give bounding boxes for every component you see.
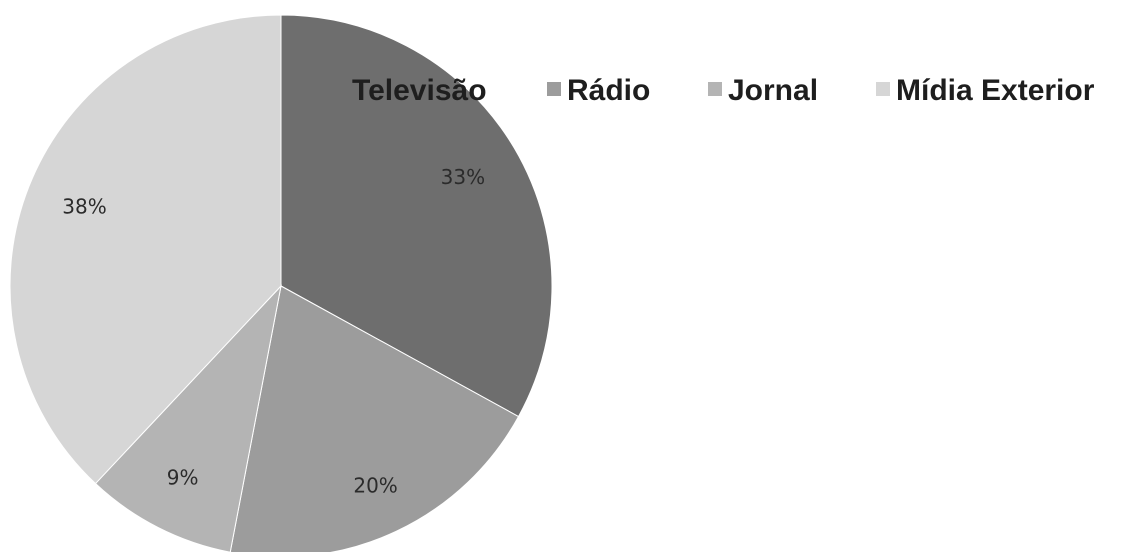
legend-label-2: Rádio bbox=[567, 74, 650, 107]
legend-entry-3: Jornal bbox=[708, 74, 818, 107]
pie-slice-1 bbox=[280, 14, 553, 418]
pie-slice-label-2: 20% bbox=[353, 474, 397, 498]
legend-marker-2 bbox=[547, 82, 561, 96]
legend-marker-3 bbox=[708, 82, 722, 96]
legend-entry-4: Mídia Exterior bbox=[876, 74, 1095, 107]
pie-slice-4 bbox=[9, 14, 282, 485]
pie-slice-2 bbox=[229, 285, 520, 552]
legend-marker-4 bbox=[876, 82, 890, 96]
legend-label-3: Jornal bbox=[728, 74, 818, 107]
legend-entry-2: Rádio bbox=[547, 74, 650, 107]
legend-label-1: Televisão bbox=[352, 74, 487, 107]
pie-slice-label-4: 38% bbox=[62, 195, 106, 219]
pie-slice-3 bbox=[94, 284, 282, 552]
pie-slice-label-1: 33% bbox=[441, 165, 485, 189]
pie-slice-label-3: 9% bbox=[167, 466, 199, 490]
pie-slice-labels: 33% 20% 9% 38% bbox=[62, 165, 485, 498]
chart-legend: Televisão Rádio Jornal Mídia Exterior bbox=[352, 74, 1095, 107]
legend-label-4: Mídia Exterior bbox=[896, 74, 1095, 107]
pie-slices bbox=[9, 14, 553, 552]
legend-entry-1: Televisão bbox=[352, 74, 487, 107]
